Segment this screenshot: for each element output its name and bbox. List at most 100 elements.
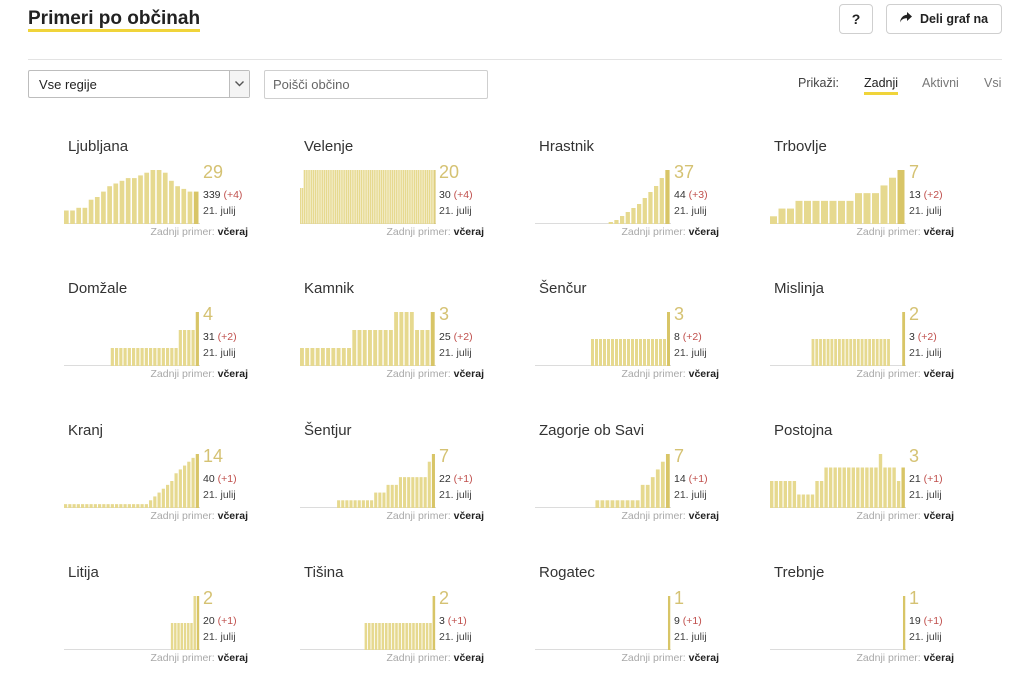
sparkline-bar [309, 170, 311, 224]
sparkline-bar [801, 494, 806, 508]
sparkline-bar [425, 330, 430, 366]
municipality-name: Rogatec [539, 564, 595, 581]
sparkline-bar [344, 170, 346, 224]
total-cases: 13 (+2) [909, 189, 943, 201]
last-case-value: včeraj [923, 510, 954, 522]
municipality-search-input[interactable] [264, 70, 488, 99]
municipality-card[interactable]: Ljubljana 29 339 (+4) 21. julij Zadnji prime… [64, 138, 264, 256]
last-case: Zadnji primer: včeraj [387, 652, 484, 664]
municipality-card[interactable]: Kamnik 3 25 (+2) 21. julij Zadnji primer: vč… [300, 280, 500, 398]
sparkline-bar [156, 170, 162, 224]
municipality-name: Hrastnik [539, 138, 595, 155]
sparkline-bar [132, 178, 137, 224]
sparkline-bar [136, 504, 140, 508]
sparkline-bar [119, 180, 125, 224]
sparkline-bar [325, 170, 328, 224]
total-cases: 31 (+2) [203, 331, 237, 343]
municipality-card[interactable]: Velenje 20 30 (+4) 21. julij Zadnji primer: … [300, 138, 500, 256]
total-cases: 8 (+2) [674, 331, 702, 343]
municipality-name: Velenje [304, 138, 354, 155]
sparkline-bar [819, 339, 822, 366]
sparkline-bar [847, 467, 851, 508]
delta-value: (+2) [217, 331, 237, 343]
municipality-name: Postojna [774, 422, 833, 439]
sparkline-bar [902, 312, 906, 366]
date-label: 21. julij [909, 205, 942, 217]
municipality-card[interactable]: Postojna 3 21 (+1) 21. julij Zadnji primer: … [770, 422, 970, 540]
sparkline-bar [655, 469, 660, 508]
total-value: 20 [203, 615, 215, 627]
sparkline-bar [144, 172, 150, 224]
sparkline-bar [860, 467, 865, 508]
municipality-card[interactable]: Kranj 14 40 (+1) 21. julij Zadnji primer: vč… [64, 422, 264, 540]
show-option-vsi[interactable]: Vsi [984, 76, 1002, 90]
chevron-down-icon[interactable] [229, 71, 249, 97]
delta-value: (+1) [682, 615, 702, 627]
sparkline-bar [608, 222, 613, 224]
municipality-card[interactable]: Šentjur 7 22 (+1) 21. julij Zadnji primer: v… [300, 422, 500, 540]
sparkline-bar [157, 492, 161, 508]
sparkline-bar [193, 191, 199, 224]
sparkline-bar [421, 170, 423, 224]
sparkline-bar [838, 467, 842, 508]
sparkline-bar [326, 348, 331, 366]
sparkline-bar [374, 623, 378, 650]
total-cases: 22 (+1) [439, 473, 473, 485]
municipality-name: Mislinja [774, 280, 825, 297]
sparkline-bar [880, 185, 888, 224]
sparkline-bar [770, 481, 774, 508]
sparkline-bar [896, 481, 901, 508]
sparkline-bar [879, 339, 883, 366]
sparkline-bar [379, 170, 381, 224]
municipality-card[interactable]: Trbovlje 7 13 (+2) 21. julij Zadnji primer: … [770, 138, 970, 256]
sparkline-bar [423, 477, 427, 508]
sparkline-bar [842, 467, 846, 508]
sparkline-bar [149, 500, 153, 508]
municipality-card[interactable]: Tišina 2 3 (+1) 21. julij Zadnji primer: vče… [300, 564, 500, 682]
municipality-name: Litija [68, 564, 99, 581]
municipality-name: Trebnje [774, 564, 825, 581]
municipality-name: Kamnik [304, 280, 355, 297]
sparkline-bar [370, 500, 374, 508]
municipality-card[interactable]: Rogatec 1 9 (+1) 21. julij Zadnji primer: vč… [535, 564, 735, 682]
sparkline-bar [382, 492, 386, 508]
sparkline-bar [640, 484, 645, 508]
sparkline-bar [178, 469, 182, 508]
delta-value: (+1) [453, 473, 473, 485]
municipality-card[interactable]: Domžale 4 31 (+2) 21. julij Zadnji primer: v… [64, 280, 264, 398]
show-option-aktivni[interactable]: Aktivni [922, 76, 959, 90]
sparkline-bar [360, 170, 363, 224]
municipality-card[interactable]: Zagorje ob Savi 7 14 (+1) 21. julij Zadnji p… [535, 422, 735, 540]
municipality-name: Šentjur [304, 422, 352, 439]
municipality-name: Trbovlje [774, 138, 827, 155]
sparkline-bar [174, 348, 178, 366]
total-cases: 19 (+1) [909, 615, 943, 627]
last-case: Zadnji primer: včeraj [857, 652, 954, 664]
municipality-card[interactable]: Mislinja 2 3 (+2) 21. julij Zadnji primer: v… [770, 280, 970, 398]
sparkline-bar [383, 330, 388, 366]
sparkline-bar [394, 312, 399, 366]
sparkline-bar [645, 484, 650, 508]
share-button[interactable]: Deli graf na [886, 4, 1002, 34]
region-select[interactable]: Vse regije [28, 70, 250, 98]
sparkline-bar [430, 312, 435, 366]
municipality-card[interactable]: Trebnje 1 19 (+1) 21. julij Zadnji primer: v… [770, 564, 970, 682]
sparkline-bar [849, 339, 853, 366]
sparkline-bar [650, 477, 655, 508]
sparkline-chart [64, 170, 200, 224]
sparkline-bar [395, 170, 397, 224]
municipality-card[interactable]: Litija 2 20 (+1) 21. julij Zadnji primer: vč… [64, 564, 264, 682]
sparkline-bar [642, 198, 647, 224]
help-button[interactable]: ? [839, 4, 873, 34]
sparkline-bar [375, 170, 377, 224]
sparkline-bar [115, 348, 119, 366]
total-cases: 14 (+1) [674, 473, 708, 485]
sparkline-bar [323, 170, 326, 224]
show-option-zadnji[interactable]: Zadnji [864, 76, 899, 95]
total-cases: 25 (+2) [439, 331, 473, 343]
date-label: 21. julij [909, 631, 942, 643]
last-case-label: Zadnji primer: [386, 226, 451, 238]
municipality-card[interactable]: Hrastnik 37 44 (+3) 21. julij Zadnji primer:… [535, 138, 735, 256]
sparkline-bar [70, 210, 75, 224]
municipality-card[interactable]: Šenčur 3 8 (+2) 21. julij Zadnji primer: vče… [535, 280, 735, 398]
